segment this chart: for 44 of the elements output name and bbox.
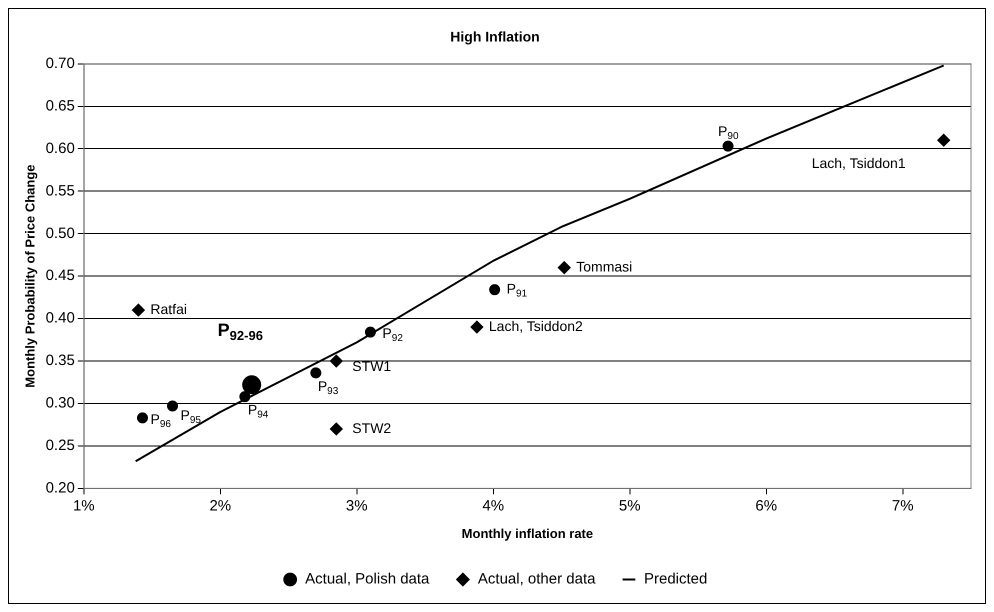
x-tick-label: 3% [346, 498, 368, 515]
chart-title: High Inflation [450, 28, 540, 44]
y-tick-label: 0.65 [46, 97, 75, 114]
point [136, 412, 148, 424]
x-tick-label: 7% [892, 498, 914, 515]
y-tick-label: 0.40 [46, 310, 75, 327]
point [558, 261, 571, 274]
point [132, 304, 145, 317]
annotation: Ratfai [150, 300, 187, 317]
point [330, 354, 343, 368]
legend-label: Predicted [644, 570, 708, 588]
y-tick-label: 0.30 [46, 394, 75, 412]
annotation: Tommasi [576, 258, 632, 274]
y-tick-label: 0.70 [46, 54, 75, 72]
annotation: Lach, Tsiddon1 [812, 155, 906, 172]
y-tick-label: 0.60 [46, 140, 75, 157]
x-tick-label: 6% [755, 498, 778, 515]
point [310, 367, 322, 378]
point [239, 391, 250, 402]
x-tick-label: 5% [618, 498, 641, 515]
point [167, 400, 178, 412]
point [470, 320, 484, 334]
y-tick-label: 0.45 [46, 267, 75, 284]
y-tick-label: 0.20 [46, 480, 75, 497]
y-tick-label: 0.50 [46, 224, 75, 242]
point [722, 140, 734, 152]
annotation: Lach, Tsiddon2 [488, 318, 584, 334]
annotation: STW2 [352, 420, 392, 436]
point [364, 326, 376, 338]
x-tick-label: 2% [209, 498, 232, 515]
y-tick-label: 0.35 [46, 352, 75, 370]
point [330, 422, 343, 436]
x-axis-title: Monthly inflation rate [462, 526, 594, 541]
annotation: STW1 [352, 358, 392, 374]
point [242, 375, 262, 394]
legend-label: Actual, other data [478, 570, 596, 588]
point [489, 284, 500, 296]
y-tick-label: 0.25 [46, 437, 75, 454]
y-axis-title: Monthly Probability of Price Change [22, 164, 38, 388]
x-tick-label: 4% [482, 498, 504, 515]
point [937, 134, 950, 147]
y-tick-label: 0.55 [46, 182, 75, 200]
legend-label: Actual, Polish data [305, 570, 430, 588]
x-tick-label: 1% [72, 498, 95, 515]
